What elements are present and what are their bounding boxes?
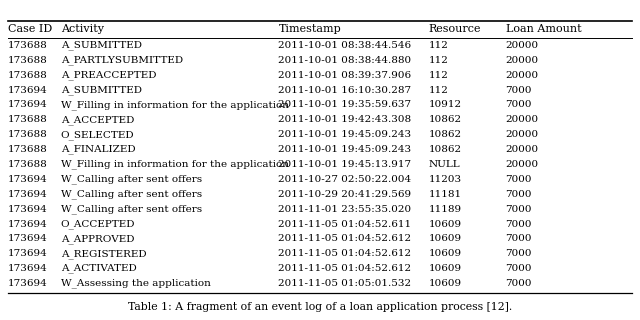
Text: 112: 112: [429, 85, 449, 95]
Text: A_REGISTERED: A_REGISTERED: [61, 249, 147, 259]
Text: A_PREACCEPTED: A_PREACCEPTED: [61, 70, 156, 80]
Text: 173694: 173694: [8, 220, 47, 228]
Text: 20000: 20000: [506, 145, 539, 154]
Text: 7000: 7000: [506, 249, 532, 258]
Text: A_SUBMITTED: A_SUBMITTED: [61, 41, 142, 50]
Text: 2011-11-05 01:04:52.612: 2011-11-05 01:04:52.612: [278, 234, 412, 244]
Text: O_SELECTED: O_SELECTED: [61, 130, 134, 140]
Text: W_Calling after sent offers: W_Calling after sent offers: [61, 189, 202, 199]
Text: 2011-10-01 08:38:44.880: 2011-10-01 08:38:44.880: [278, 56, 412, 65]
Text: 173694: 173694: [8, 264, 47, 273]
Text: 10609: 10609: [429, 249, 462, 258]
Text: 11203: 11203: [429, 175, 462, 184]
Text: 7000: 7000: [506, 279, 532, 288]
Text: 20000: 20000: [506, 56, 539, 65]
Text: 2011-11-05 01:04:52.612: 2011-11-05 01:04:52.612: [278, 264, 412, 273]
Text: 2011-10-01 19:45:09.243: 2011-10-01 19:45:09.243: [278, 145, 412, 154]
Text: 20000: 20000: [506, 160, 539, 169]
Text: 10609: 10609: [429, 264, 462, 273]
Text: A_FINALIZED: A_FINALIZED: [61, 145, 136, 155]
Text: 20000: 20000: [506, 115, 539, 124]
Text: 173694: 173694: [8, 249, 47, 258]
Text: A_PARTLYSUBMITTED: A_PARTLYSUBMITTED: [61, 55, 183, 65]
Text: 173694: 173694: [8, 100, 47, 109]
Text: 11181: 11181: [429, 190, 462, 199]
Text: 10912: 10912: [429, 100, 462, 109]
Text: 173694: 173694: [8, 85, 47, 95]
Text: 10609: 10609: [429, 234, 462, 244]
Text: 173688: 173688: [8, 160, 47, 169]
Text: A_SUBMITTED: A_SUBMITTED: [61, 85, 142, 95]
Text: 7000: 7000: [506, 220, 532, 228]
Text: O_ACCEPTED: O_ACCEPTED: [61, 219, 135, 229]
Text: 7000: 7000: [506, 264, 532, 273]
Text: Timestamp: Timestamp: [278, 24, 341, 35]
Text: 20000: 20000: [506, 41, 539, 50]
Text: 173694: 173694: [8, 279, 47, 288]
Text: 173694: 173694: [8, 204, 47, 214]
Text: W_Calling after sent offers: W_Calling after sent offers: [61, 204, 202, 214]
Text: Activity: Activity: [61, 24, 104, 35]
Text: 2011-10-01 08:38:44.546: 2011-10-01 08:38:44.546: [278, 41, 412, 50]
Text: 10862: 10862: [429, 145, 462, 154]
Text: 173688: 173688: [8, 71, 47, 80]
Text: 173688: 173688: [8, 41, 47, 50]
Text: Loan Amount: Loan Amount: [506, 24, 581, 35]
Text: 7000: 7000: [506, 85, 532, 95]
Text: 112: 112: [429, 41, 449, 50]
Text: 2011-11-05 01:04:52.611: 2011-11-05 01:04:52.611: [278, 220, 412, 228]
Text: Resource: Resource: [429, 24, 481, 35]
Text: 11189: 11189: [429, 204, 462, 214]
Text: 173694: 173694: [8, 190, 47, 199]
Text: 173688: 173688: [8, 115, 47, 124]
Text: 7000: 7000: [506, 190, 532, 199]
Text: 7000: 7000: [506, 204, 532, 214]
Text: 2011-10-01 19:45:09.243: 2011-10-01 19:45:09.243: [278, 130, 412, 139]
Text: NULL: NULL: [429, 160, 460, 169]
Text: 7000: 7000: [506, 100, 532, 109]
Text: 112: 112: [429, 56, 449, 65]
Text: 2011-10-01 08:39:37.906: 2011-10-01 08:39:37.906: [278, 71, 412, 80]
Text: 173694: 173694: [8, 175, 47, 184]
Text: 173694: 173694: [8, 234, 47, 244]
Text: 2011-10-01 19:45:13.917: 2011-10-01 19:45:13.917: [278, 160, 412, 169]
Text: 20000: 20000: [506, 130, 539, 139]
Text: 10862: 10862: [429, 130, 462, 139]
Text: W_Filling in information for the application: W_Filling in information for the applica…: [61, 160, 289, 169]
Text: W_Filling in information for the application: W_Filling in information for the applica…: [61, 100, 289, 110]
Text: 2011-11-05 01:04:52.612: 2011-11-05 01:04:52.612: [278, 249, 412, 258]
Text: 10609: 10609: [429, 279, 462, 288]
Text: 2011-10-29 20:41:29.569: 2011-10-29 20:41:29.569: [278, 190, 412, 199]
Text: 2011-10-27 02:50:22.004: 2011-10-27 02:50:22.004: [278, 175, 412, 184]
Text: A_ACTIVATED: A_ACTIVATED: [61, 264, 136, 274]
Text: 2011-10-01 16:10:30.287: 2011-10-01 16:10:30.287: [278, 85, 412, 95]
Text: Table 1: A fragment of an event log of a loan application process [12].: Table 1: A fragment of an event log of a…: [128, 301, 512, 312]
Text: 10609: 10609: [429, 220, 462, 228]
Text: 173688: 173688: [8, 130, 47, 139]
Text: Case ID: Case ID: [8, 24, 52, 35]
Text: 2011-10-01 19:42:43.308: 2011-10-01 19:42:43.308: [278, 115, 412, 124]
Text: 7000: 7000: [506, 175, 532, 184]
Text: 173688: 173688: [8, 145, 47, 154]
Text: W_Assessing the application: W_Assessing the application: [61, 279, 211, 288]
Text: 112: 112: [429, 71, 449, 80]
Text: 7000: 7000: [506, 234, 532, 244]
Text: 173688: 173688: [8, 56, 47, 65]
Text: A_APPROVED: A_APPROVED: [61, 234, 134, 244]
Text: 2011-10-01 19:35:59.637: 2011-10-01 19:35:59.637: [278, 100, 412, 109]
Text: 10862: 10862: [429, 115, 462, 124]
Text: 2011-11-01 23:55:35.020: 2011-11-01 23:55:35.020: [278, 204, 412, 214]
Text: 2011-11-05 01:05:01.532: 2011-11-05 01:05:01.532: [278, 279, 412, 288]
Text: A_ACCEPTED: A_ACCEPTED: [61, 115, 134, 125]
Text: 20000: 20000: [506, 71, 539, 80]
Text: W_Calling after sent offers: W_Calling after sent offers: [61, 174, 202, 184]
